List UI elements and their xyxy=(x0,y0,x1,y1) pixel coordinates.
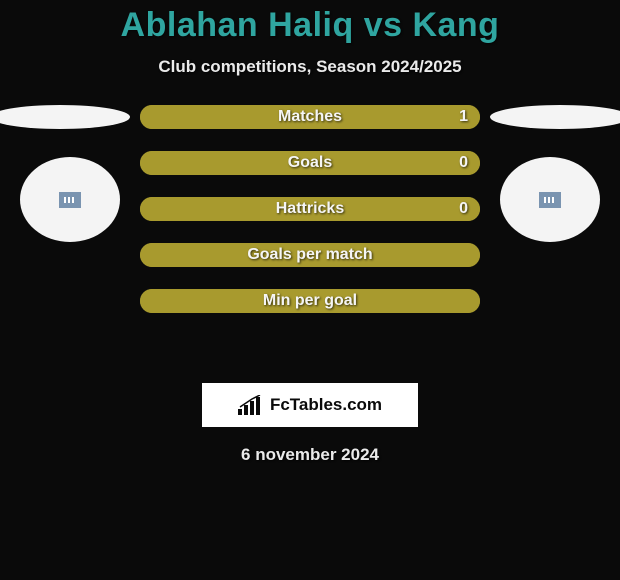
brand-box[interactable]: FcTables.com xyxy=(202,383,418,427)
stat-bars: Matches 1 Goals 0 Hattricks 0 Goals per … xyxy=(140,105,480,313)
stat-label: Min per goal xyxy=(263,292,357,310)
placeholder-icon xyxy=(59,192,81,208)
stat-label: Goals per match xyxy=(247,246,372,264)
stat-bar: Goals per match xyxy=(140,243,480,267)
stat-bar: Min per goal xyxy=(140,289,480,313)
stat-label: Hattricks xyxy=(276,200,344,218)
fctables-logo-icon xyxy=(238,395,264,415)
player-right-top-ellipse xyxy=(490,105,620,129)
date-text: 6 november 2024 xyxy=(0,445,620,465)
stat-bar: Goals 0 xyxy=(140,151,480,175)
stat-bar: Hattricks 0 xyxy=(140,197,480,221)
stat-value: 1 xyxy=(459,108,468,126)
placeholder-icon xyxy=(539,192,561,208)
stat-value: 0 xyxy=(459,154,468,172)
stat-label: Matches xyxy=(278,108,342,126)
player-left-top-ellipse xyxy=(0,105,130,129)
player-right-portrait-disc xyxy=(500,157,600,242)
comparison-stage: Matches 1 Goals 0 Hattricks 0 Goals per … xyxy=(0,105,620,365)
page-title: Ablahan Haliq vs Kang xyxy=(0,0,620,45)
player-left-portrait-disc xyxy=(20,157,120,242)
stat-value: 0 xyxy=(459,200,468,218)
brand-text: FcTables.com xyxy=(270,395,382,415)
stat-bar: Matches 1 xyxy=(140,105,480,129)
page-subtitle: Club competitions, Season 2024/2025 xyxy=(0,57,620,77)
stat-label: Goals xyxy=(288,154,332,172)
